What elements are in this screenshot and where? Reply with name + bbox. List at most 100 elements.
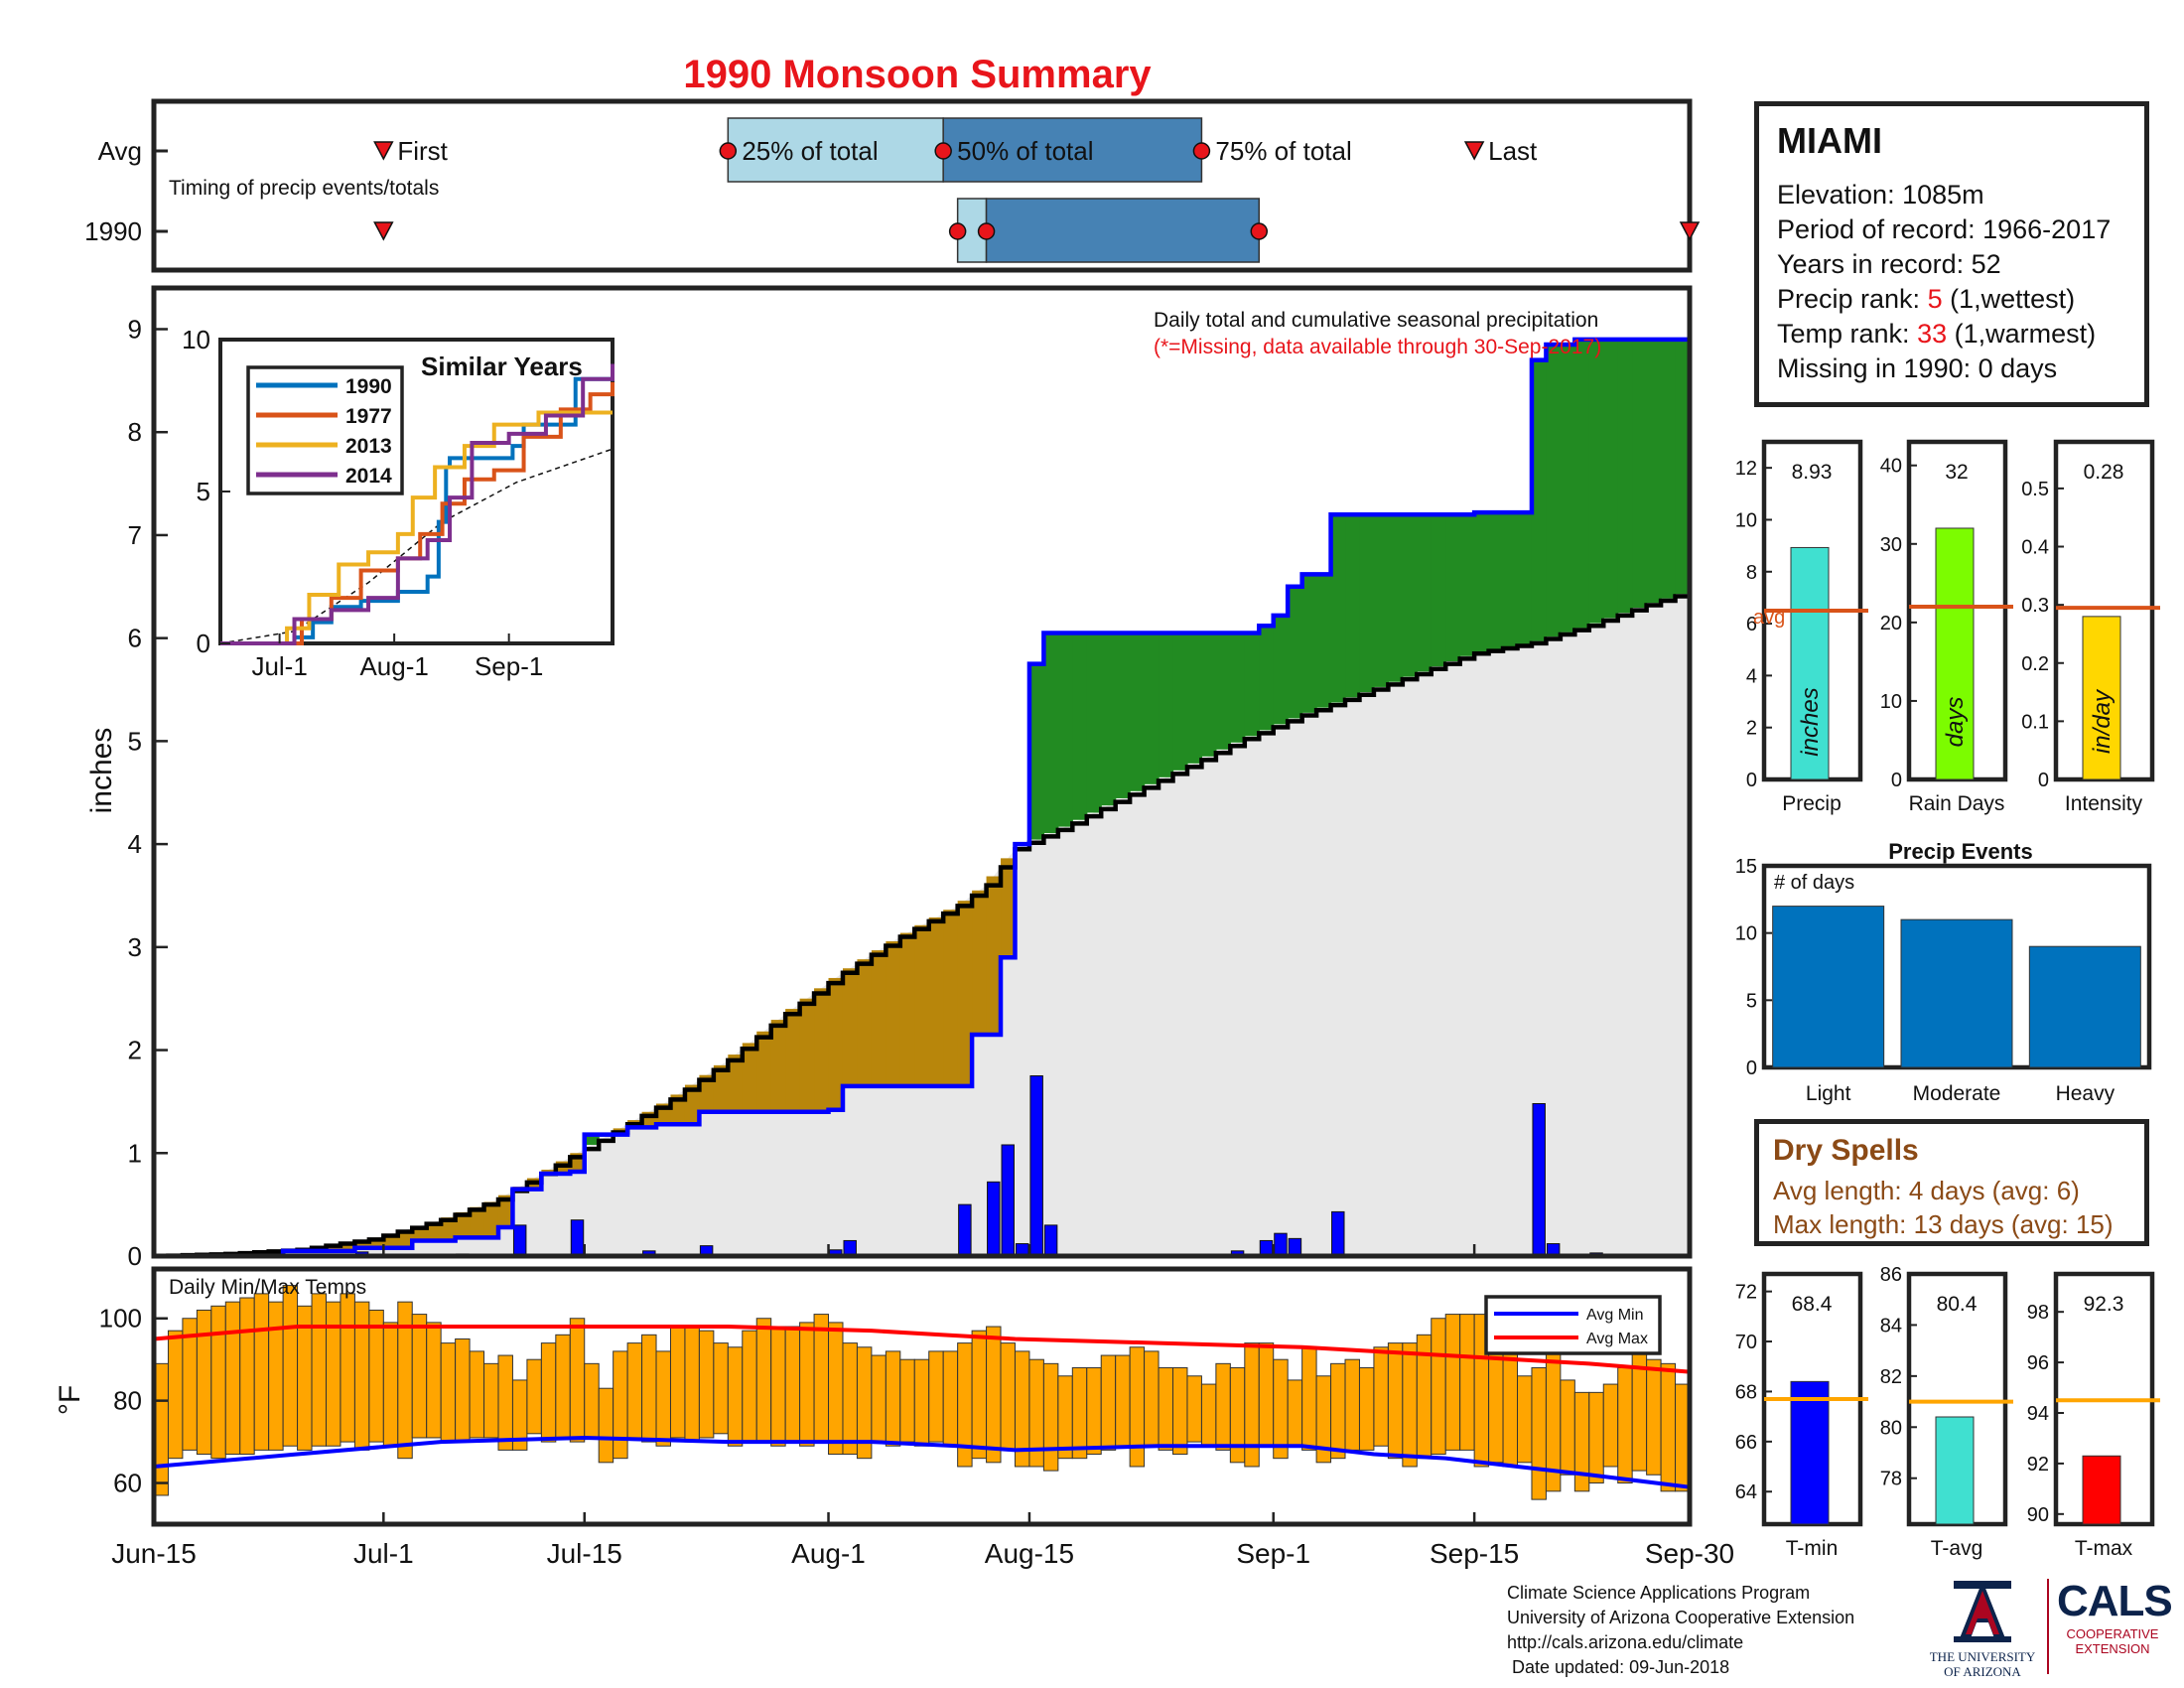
daily-temp-bar (526, 1358, 542, 1435)
above-average-segment (1488, 512, 1504, 650)
similar-years-xtick-label: Aug-1 (359, 651, 428, 681)
daily-temp-bar (1344, 1358, 1360, 1451)
seasonal-temp-ytick-label: 78 (1880, 1469, 1902, 1490)
date-xtick-label: Sep-30 (1645, 1538, 1734, 1569)
daily-temp-bar (340, 1293, 355, 1443)
seasonal-temp-value-label: 92.3 (2084, 1293, 2124, 1316)
precip-ytick-label: 3 (128, 932, 142, 962)
daily-temp-bar (928, 1350, 944, 1443)
daily-temp-bar (1517, 1375, 1533, 1464)
temp-rank-value: 33 (1917, 319, 1948, 349)
precip-events-ytick-label: 10 (1735, 923, 1757, 945)
seasonal-total-unit-label: inches (1797, 687, 1824, 756)
below-average-segment (972, 890, 988, 1035)
daily-temp-bar (1560, 1379, 1575, 1476)
above-average-segment (1316, 574, 1332, 708)
daily-temp-bar (224, 1301, 241, 1456)
daily-temp-bar (784, 1326, 801, 1443)
precip-events-ytick-label: 0 (1746, 1057, 1757, 1079)
year-25-marker (948, 222, 967, 240)
daily-temp-bar (1617, 1366, 1633, 1484)
above-average-segment (1431, 514, 1446, 667)
seasonal-temp-ytick-label: 70 (1735, 1332, 1757, 1353)
daily-temp-bar (167, 1330, 184, 1460)
temp-ytick-label: 60 (113, 1469, 142, 1498)
daily-temp-bar (1158, 1366, 1174, 1451)
station-years: Years in record: 52 (1777, 249, 2001, 279)
daily-temp-bar (311, 1293, 327, 1447)
cals-logo: CALS COOPERATIVE EXTENSION (2057, 1577, 2173, 1656)
daily-temp-bar (353, 1301, 370, 1451)
legend-label-1990: 1990 (345, 375, 392, 398)
seasonal-temp-ytick-label: 84 (1880, 1315, 1902, 1336)
daily-temp-bar (540, 1342, 557, 1443)
daily-temp-bar (770, 1326, 786, 1447)
seasonal-total-ytick-label: 20 (1880, 613, 1902, 634)
daily-temp-bar (210, 1305, 226, 1460)
above-average-segment (1201, 633, 1217, 757)
daily-temp-bar (1115, 1354, 1131, 1447)
below-average-segment (1001, 858, 1017, 958)
below-average-segment (842, 968, 859, 1086)
daily-precip-bar (1274, 1232, 1288, 1257)
arizona-a-icon (1954, 1581, 2011, 1642)
seasonal-total-avg-label: avg (1753, 607, 1785, 629)
date-xtick-label: Jul-15 (547, 1538, 622, 1569)
seasonal-total-ytick-label: 6 (1746, 614, 1757, 635)
above-average-segment (1517, 512, 1533, 645)
daily-temp-bar (1258, 1342, 1275, 1447)
timing-label-avg: Avg (98, 136, 142, 166)
avg-25-marker (719, 142, 738, 160)
seasonal-total-ytick-label: 12 (1735, 458, 1757, 480)
seasonal-temp-bar (1790, 1380, 1830, 1525)
above-average-segment (1675, 339, 1691, 595)
precip-rank-value: 5 (1927, 284, 1943, 314)
precip-ytick-label: 9 (128, 314, 142, 344)
below-average-segment (857, 959, 873, 1086)
above-average-segment (1172, 633, 1188, 771)
seasonal-total-ytick-label: 0 (2038, 770, 2049, 791)
above-average-segment (1503, 512, 1519, 647)
seasonal-total-ytick-label: 0 (1746, 770, 1757, 791)
below-average-segment (957, 901, 973, 1086)
legend-label-2014: 2014 (345, 465, 392, 488)
above-average-segment (584, 1134, 600, 1145)
seasonal-temp-ytick-label: 66 (1735, 1432, 1757, 1454)
credits-link[interactable]: http://cals.arizona.edu/climate (1507, 1632, 1744, 1652)
precip-events-title: Precip Events (1888, 839, 2033, 864)
daily-precip-bar (987, 1181, 1001, 1257)
seasonal-total-ytick-label: 0.3 (2021, 595, 2049, 617)
figure-title: 1990 Monsoon Summary (683, 53, 1152, 96)
daily-temp-bar (1358, 1366, 1375, 1451)
daily-precip-bar (512, 1224, 527, 1257)
above-average-segment (1288, 586, 1303, 719)
daily-temp-bar (986, 1326, 1002, 1464)
seasonal-temp-ytick-label: 80 (1880, 1417, 1902, 1439)
avg-25-label: 25% of total (742, 136, 878, 166)
temp-rank: Temp rank: 33 (1,warmest) (1777, 319, 2097, 349)
precip-events-xlabel: Light (1806, 1082, 1851, 1105)
above-average-segment (1101, 633, 1117, 806)
above-average-segment (1474, 512, 1490, 652)
precip-ytick-label: 4 (128, 829, 142, 859)
above-average-segment (1603, 339, 1619, 619)
seasonal-total-ytick-label: 30 (1880, 534, 1902, 556)
below-average-segment (397, 1229, 413, 1248)
similar-year-line-1977 (220, 381, 614, 645)
daily-precip-bar (1288, 1237, 1302, 1257)
seasonal-total-unit-label: days (1942, 697, 1969, 748)
dry-spells-avg: Avg length: 4 days (avg: 6) (1773, 1176, 2080, 1205)
above-average-segment (1159, 633, 1174, 777)
seasonal-temp-ytick-label: 92 (2027, 1454, 2049, 1476)
precip-events-bar (1900, 918, 2013, 1068)
temp-title: Daily Min/Max Temps (169, 1276, 366, 1299)
above-average-segment (1230, 633, 1246, 743)
daily-temp-bar (253, 1293, 270, 1451)
seasonal-temp-ytick-label: 72 (1735, 1282, 1757, 1304)
missing-days: Missing in 1990: 0 days (1777, 353, 2058, 383)
below-average-segment (928, 917, 944, 1086)
below-average-segment (914, 924, 930, 1086)
above-average-segment (1115, 633, 1131, 798)
daily-temp-bar (1531, 1366, 1547, 1500)
precip-ytick-label: 8 (128, 417, 142, 447)
